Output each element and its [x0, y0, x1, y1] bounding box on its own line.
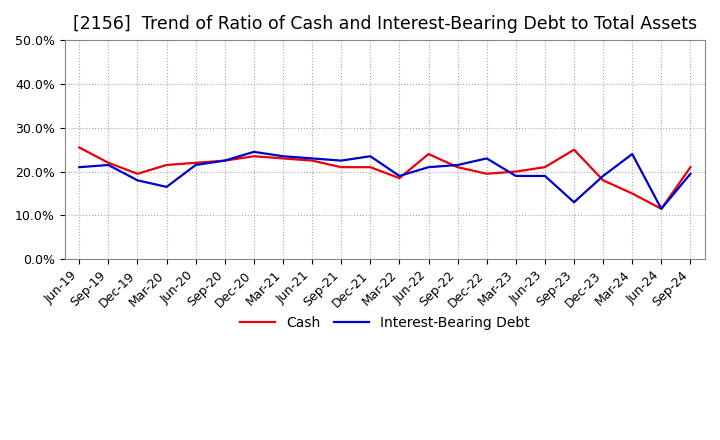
Interest-Bearing Debt: [192, 162, 200, 168]
Cash: [628, 191, 636, 196]
Cash: [337, 165, 346, 170]
Cash: [395, 176, 404, 181]
Cash: [541, 165, 549, 170]
Interest-Bearing Debt: [75, 165, 84, 170]
Interest-Bearing Debt: [366, 154, 374, 159]
Interest-Bearing Debt: [424, 165, 433, 170]
Interest-Bearing Debt: [279, 154, 287, 159]
Interest-Bearing Debt: [686, 171, 695, 176]
Cash: [250, 154, 258, 159]
Cash: [162, 162, 171, 168]
Legend: Cash, Interest-Bearing Debt: Cash, Interest-Bearing Debt: [235, 310, 535, 336]
Cash: [307, 158, 316, 163]
Cash: [192, 160, 200, 165]
Cash: [133, 171, 142, 176]
Interest-Bearing Debt: [541, 173, 549, 179]
Interest-Bearing Debt: [511, 173, 520, 179]
Cash: [570, 147, 578, 152]
Cash: [454, 165, 462, 170]
Interest-Bearing Debt: [220, 158, 229, 163]
Cash: [686, 165, 695, 170]
Cash: [424, 151, 433, 157]
Cash: [366, 165, 374, 170]
Interest-Bearing Debt: [307, 156, 316, 161]
Cash: [279, 156, 287, 161]
Cash: [657, 206, 666, 212]
Cash: [511, 169, 520, 174]
Interest-Bearing Debt: [599, 173, 608, 179]
Interest-Bearing Debt: [133, 178, 142, 183]
Line: Interest-Bearing Debt: Interest-Bearing Debt: [79, 152, 690, 209]
Cash: [482, 171, 491, 176]
Interest-Bearing Debt: [395, 173, 404, 179]
Interest-Bearing Debt: [162, 184, 171, 190]
Interest-Bearing Debt: [337, 158, 346, 163]
Interest-Bearing Debt: [570, 200, 578, 205]
Title: [2156]  Trend of Ratio of Cash and Interest-Bearing Debt to Total Assets: [2156] Trend of Ratio of Cash and Intere…: [73, 15, 697, 33]
Cash: [75, 145, 84, 150]
Interest-Bearing Debt: [104, 162, 113, 168]
Cash: [220, 158, 229, 163]
Interest-Bearing Debt: [657, 206, 666, 212]
Cash: [104, 160, 113, 165]
Interest-Bearing Debt: [482, 156, 491, 161]
Line: Cash: Cash: [79, 147, 690, 209]
Interest-Bearing Debt: [628, 151, 636, 157]
Cash: [599, 178, 608, 183]
Interest-Bearing Debt: [454, 162, 462, 168]
Interest-Bearing Debt: [250, 149, 258, 154]
